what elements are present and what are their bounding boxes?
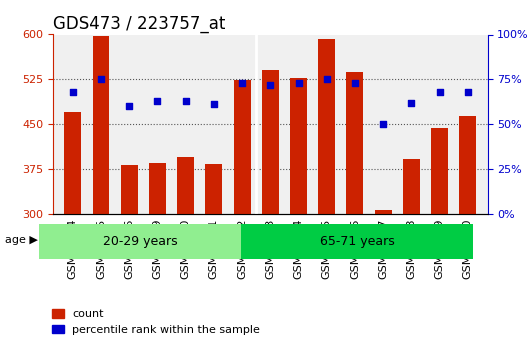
Bar [403,159,420,214]
Point [125,104,134,109]
Point [238,80,246,86]
Text: 65-71 years: 65-71 years [320,235,395,248]
Point [379,121,387,127]
Bar [177,157,194,214]
Text: GDS473 / 223757_at: GDS473 / 223757_at [53,15,225,33]
Bar [234,80,251,214]
Bar [375,210,392,214]
Bar [93,36,109,214]
Point [407,100,416,106]
Bar [319,39,335,214]
Point [97,77,105,82]
Point [210,102,218,107]
Bar [347,72,364,214]
Legend: count, percentile rank within the sample: count, percentile rank within the sample [48,305,264,339]
Bar [121,166,138,214]
Text: 20-29 years: 20-29 years [103,235,177,248]
Point [322,77,331,82]
Text: age ▶: age ▶ [5,235,38,245]
Bar [149,163,166,214]
Point [68,89,77,95]
Point [266,82,275,88]
Bar [460,116,476,214]
Bar [262,70,279,214]
Point [351,80,359,86]
Bar [290,78,307,214]
Point [294,80,303,86]
Bar [64,112,81,214]
Point [435,89,444,95]
Point [464,89,472,95]
Point [181,98,190,104]
Bar [206,164,222,214]
Point [153,98,162,104]
Bar [431,128,448,214]
